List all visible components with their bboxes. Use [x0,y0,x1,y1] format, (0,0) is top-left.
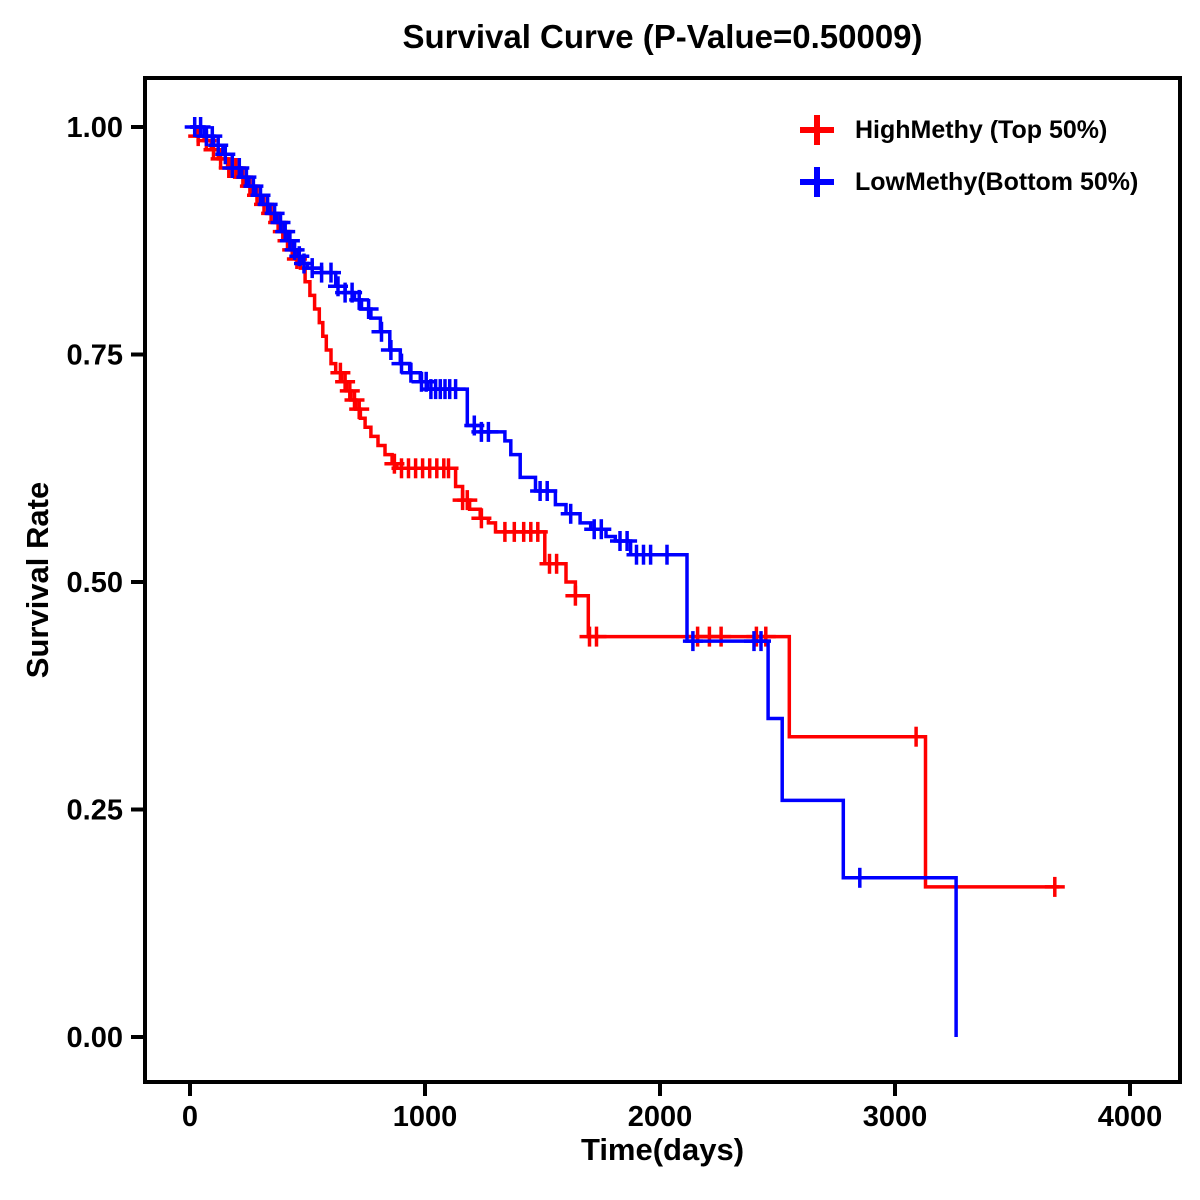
legend-marker-lowmethy-plus-icon [800,167,834,197]
legend-entry-lowmethy: LowMethy(Bottom 50%) [795,164,1138,200]
y-tick-label: 0.25 [67,795,123,827]
y-tick-label: 0.75 [67,340,123,372]
legend-marker-highmethy-plus-icon [800,115,834,145]
chart-title: Survival Curve (P-Value=0.50009) [402,18,923,55]
legend-entry-highmethy: HighMethy (Top 50%) [795,112,1138,148]
y-tick-label: 1.00 [67,112,123,144]
legend-label-highmethy: HighMethy (Top 50%) [855,115,1108,144]
legend-label-lowmethy: LowMethy(Bottom 50%) [855,167,1139,196]
x-axis-label: Time(days) [580,1132,745,1167]
x-tick-label: 0 [182,1101,198,1133]
x-tick-label: 1000 [393,1101,458,1133]
y-tick-label: 0.50 [67,567,123,599]
legend: HighMethy (Top 50%) LowMethy(Bottom 50%) [795,112,1138,200]
y-tick-label: 0.00 [67,1022,123,1054]
survival-step-line [190,125,1060,889]
x-tick-label: 3000 [863,1101,928,1133]
x-tick-label: 4000 [1098,1101,1163,1133]
plot-border [143,76,1182,1084]
x-tick-label: 2000 [628,1101,693,1133]
